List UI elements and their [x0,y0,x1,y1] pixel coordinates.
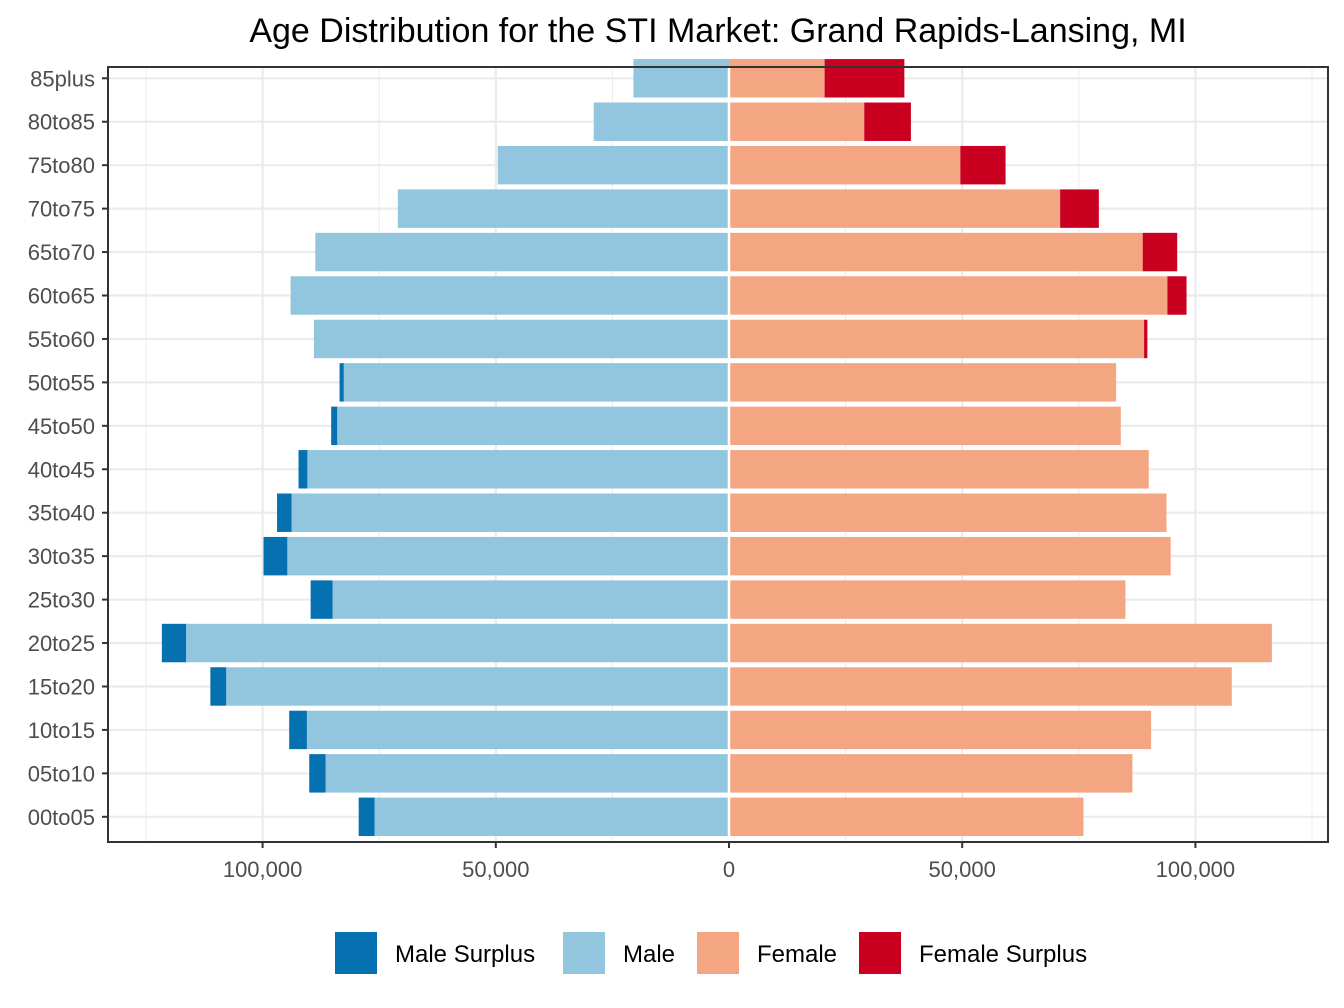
legend-key-male-surplus [335,932,377,974]
y-tick-label: 70to75 [28,197,95,222]
bar-male-65to70 [315,232,729,272]
bar-female-50to55 [729,363,1117,402]
bar-female-30to35 [729,536,1171,576]
y-tick-label: 30to35 [28,544,95,569]
y-tick-label: 40to45 [28,457,95,482]
bar-male-30to35 [287,536,729,576]
y-tick-label: 10to15 [28,718,95,743]
panel-border [107,66,1329,843]
y-tick-label: 60to65 [28,284,95,309]
y-tick-label: 15to20 [28,674,95,699]
bar-female-surplus-80to85 [864,102,911,141]
bar-female-80to85 [729,102,865,141]
bar-male-surplus-30to35 [263,536,288,576]
legend-label: Female [757,941,837,968]
bar-male-60to65 [290,276,729,315]
bar-female-10to15 [729,710,1152,750]
bar-male-05to10 [325,754,729,793]
x-tick-label: 100,000 [223,857,303,882]
bar-male-surplus-40to45 [298,450,308,489]
bar-female-75to80 [729,145,961,185]
bar-male-15to20 [226,667,729,706]
bar-female-05to10 [729,754,1133,793]
bar-female-surplus-60to65 [1167,276,1187,315]
y-tick-label: 05to10 [28,761,95,786]
bar-male-25to30 [332,580,729,619]
bar-female-40to45 [729,450,1149,489]
legend-key-female [697,932,739,974]
legend-label: Female Surplus [919,941,1087,968]
y-tick-label: 00to05 [28,805,95,830]
bar-female-45to50 [729,406,1121,446]
bar-female-70to75 [729,189,1061,228]
x-tick-label: 50,000 [929,857,996,882]
y-tick-label: 35to40 [28,501,95,526]
y-tick-label: 80to85 [28,110,95,135]
bar-female-35to40 [729,493,1167,532]
bar-male-55to60 [313,319,729,359]
bar-male-70to75 [397,189,729,228]
x-tick-label: 50,000 [462,857,529,882]
bar-female-surplus-75to80 [960,145,1006,185]
y-tick-label: 55to60 [28,327,95,352]
bar-male-surplus-45to50 [331,406,338,446]
bar-female-surplus-85plus [824,59,905,98]
bar-male-00to05 [374,797,729,837]
bar-female-85plus [729,59,825,98]
bar-female-65to70 [729,232,1143,272]
bar-male-surplus-10to15 [289,710,307,750]
y-tick-label: 50to55 [28,370,95,395]
bar-male-45to50 [337,406,729,446]
bar-female-60to65 [729,276,1168,315]
bar-male-80to85 [593,102,729,141]
legend-label: Male [623,941,675,968]
bar-female-15to20 [729,667,1232,706]
y-tick-label: 85plus [30,66,95,91]
bar-male-75to80 [497,145,729,185]
legend-key-female-surplus [859,932,901,974]
bar-male-50to55 [343,363,729,402]
bar-female-55to60 [729,319,1145,359]
legend: Male Surplus Male Female Female Surplus [335,932,1087,974]
bar-male-surplus-15to20 [210,667,227,706]
bar-male-surplus-00to05 [358,797,375,837]
bar-male-surplus-20to25 [161,623,187,663]
bar-female-surplus-55to60 [1144,319,1148,359]
bar-male-surplus-50to55 [339,363,344,402]
legend-label: Male Surplus [395,941,535,968]
legend-key-male [563,932,605,974]
x-tick-label: 0 [723,857,735,882]
y-tick-label: 45to50 [28,414,95,439]
bar-male-20to25 [186,623,729,663]
bar-male-surplus-05to10 [309,754,326,793]
y-tick-label: 20to25 [28,631,95,656]
bar-female-20to25 [729,623,1272,663]
y-tick-label: 25to30 [28,588,95,613]
bar-male-surplus-35to40 [277,493,292,532]
bar-male-35to40 [291,493,729,532]
bar-female-25to30 [729,580,1126,619]
bar-male-10to15 [306,710,729,750]
bar-female-surplus-70to75 [1060,189,1099,228]
bar-female-surplus-65to70 [1142,232,1178,272]
bar-female-00to05 [729,797,1084,837]
bar-male-85plus [633,59,729,98]
x-tick-label: 100,000 [1156,857,1236,882]
y-tick-label: 75to80 [28,153,95,178]
y-tick-label: 65to70 [28,240,95,265]
bar-male-surplus-25to30 [310,580,333,619]
chart-title: Age Distribution for the STI Market: Gra… [249,12,1187,50]
bar-male-40to45 [307,450,729,489]
